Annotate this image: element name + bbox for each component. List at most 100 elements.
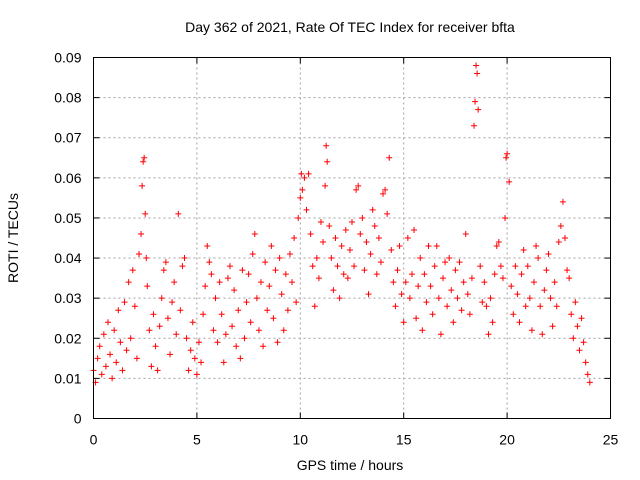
data-point — [541, 287, 548, 294]
data-point — [450, 319, 457, 326]
data-point — [353, 186, 360, 193]
x-tick-label: 25 — [603, 432, 619, 448]
data-point — [419, 327, 426, 334]
data-point — [361, 267, 368, 274]
data-point — [506, 178, 513, 185]
data-point — [514, 291, 521, 298]
data-point — [107, 351, 114, 358]
data-point — [323, 142, 330, 149]
data-point — [382, 186, 389, 193]
data-point — [94, 355, 101, 362]
data-point — [305, 170, 312, 177]
data-point — [202, 283, 209, 290]
data-point — [367, 251, 374, 258]
data-point — [284, 307, 291, 314]
data-point — [96, 343, 103, 350]
data-point — [229, 323, 236, 330]
data-point — [307, 230, 314, 237]
data-point — [586, 379, 593, 386]
data-point — [444, 303, 451, 310]
data-point — [175, 210, 182, 217]
data-point — [518, 271, 525, 278]
y-tick-label: 0.06 — [54, 170, 81, 186]
data-point — [363, 239, 370, 246]
data-point — [559, 198, 566, 205]
data-point — [411, 226, 418, 233]
data-point — [280, 327, 287, 334]
data-point — [528, 327, 535, 334]
data-point — [146, 327, 153, 334]
data-point — [448, 287, 455, 294]
data-point — [303, 206, 310, 213]
data-point — [456, 259, 463, 266]
data-point — [508, 283, 515, 290]
data-point — [268, 243, 275, 250]
data-point — [264, 307, 271, 314]
data-point — [193, 371, 200, 378]
data-point — [231, 287, 238, 294]
data-point — [547, 295, 554, 302]
data-point — [162, 259, 169, 266]
data-point — [322, 182, 329, 189]
data-point — [208, 271, 215, 278]
data-point — [359, 214, 366, 221]
data-point — [282, 271, 289, 278]
data-point — [489, 319, 496, 326]
data-point — [183, 335, 190, 342]
data-point — [121, 299, 128, 306]
data-point — [481, 279, 488, 286]
data-point — [195, 339, 202, 346]
data-point — [274, 339, 281, 346]
y-tick-label: 0.05 — [54, 210, 81, 226]
plot-frame — [93, 57, 611, 419]
data-point — [237, 355, 244, 362]
data-point — [291, 235, 298, 241]
data-point — [520, 247, 527, 254]
data-point — [499, 275, 506, 282]
data-point — [535, 255, 542, 262]
data-point — [578, 315, 585, 322]
data-point — [245, 271, 252, 278]
data-point — [477, 263, 484, 270]
x-tick-label: 5 — [193, 432, 201, 448]
data-point — [311, 303, 318, 310]
y-tick-label: 0.08 — [54, 90, 81, 106]
data-point — [394, 267, 401, 274]
data-point — [423, 299, 430, 306]
data-point — [332, 235, 339, 241]
data-point — [299, 186, 306, 193]
x-tick-label: 15 — [396, 432, 412, 448]
data-point — [123, 347, 130, 354]
data-point — [549, 323, 556, 330]
data-point — [487, 295, 494, 302]
data-point — [179, 263, 186, 270]
data-point — [142, 210, 149, 217]
data-point — [400, 319, 407, 326]
data-point — [365, 291, 372, 298]
data-point — [191, 355, 198, 362]
data-points — [90, 62, 593, 386]
data-point — [167, 351, 174, 358]
data-point — [442, 259, 449, 266]
data-point — [241, 335, 248, 342]
data-point — [293, 299, 300, 306]
data-point — [177, 307, 184, 314]
data-point — [439, 275, 446, 282]
data-point — [351, 263, 358, 270]
data-point — [119, 367, 126, 374]
data-point — [220, 359, 227, 366]
data-point — [545, 251, 552, 258]
data-point — [171, 279, 178, 286]
data-point — [570, 335, 577, 342]
data-point — [495, 239, 502, 246]
data-point — [334, 263, 341, 270]
data-point — [429, 311, 436, 318]
data-point — [141, 154, 148, 161]
data-point — [462, 230, 469, 237]
data-point — [386, 154, 393, 161]
data-point — [404, 235, 411, 241]
data-point — [369, 206, 376, 213]
data-point — [258, 279, 265, 286]
data-point — [425, 243, 432, 250]
